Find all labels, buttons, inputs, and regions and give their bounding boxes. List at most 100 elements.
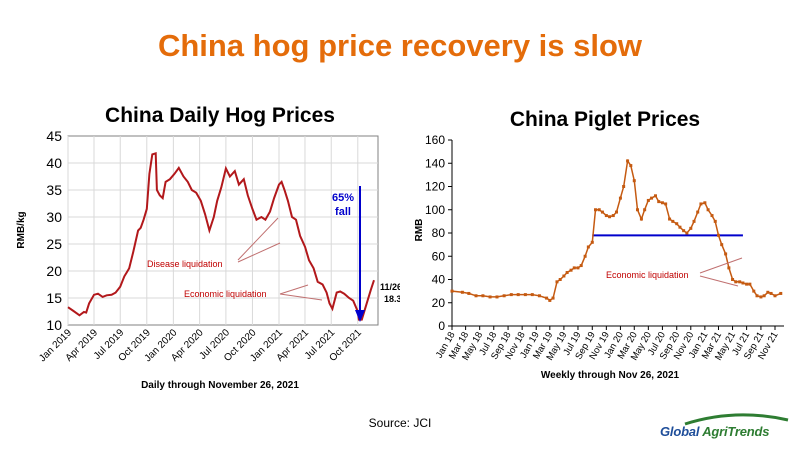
source-note: Source: JCI [368, 416, 432, 430]
hog-y-tick-label: 15 [46, 290, 62, 306]
piglet-data-point [731, 278, 735, 281]
piglet-data-point [650, 196, 654, 200]
piglet-data-point [755, 294, 759, 298]
piglet-data-point [516, 293, 520, 297]
piglet-data-point [555, 280, 559, 284]
piglet-data-point [572, 266, 576, 270]
piglet-data-point [716, 233, 720, 237]
piglet-x-axis-label: Weekly through Nov 26, 2021 [541, 370, 680, 381]
piglet-data-point [671, 219, 675, 223]
piglet-data-point [724, 252, 728, 256]
piglet-data-point [569, 268, 573, 272]
disease-liquidation-label: Disease liquidation [147, 259, 223, 269]
piglet-data-point [622, 185, 626, 188]
piglet-data-point [590, 240, 594, 244]
fall-word-label: fall [335, 206, 351, 218]
piglet-y-tick-label: 20 [432, 296, 446, 310]
piglet-data-point [752, 289, 756, 293]
piglet-data-point [565, 271, 569, 275]
piglet-data-point [629, 164, 633, 168]
piglet-data-point [668, 217, 672, 221]
piglet-data-point [611, 214, 615, 218]
piglet-y-tick-label: 160 [425, 133, 445, 147]
piglet-data-point [766, 290, 770, 294]
piglet-data-point [460, 290, 464, 294]
economic-arrow-hog-1 [279, 284, 309, 295]
disease-arrow-1 [237, 217, 279, 261]
fall-percent-label: 65% [332, 192, 354, 204]
piglet-y-tick-label: 140 [425, 156, 445, 170]
piglet-data-point [720, 243, 724, 247]
piglet-y-ticks: 0 20 40 60 80 100 120 140 160 [425, 133, 452, 333]
piglet-data-point [495, 295, 499, 299]
piglet-data-point [664, 202, 668, 206]
piglet-data-point [745, 282, 749, 286]
piglet-data-point [586, 245, 590, 249]
piglet-data-point [576, 266, 580, 270]
piglet-data-point [706, 208, 710, 212]
hog-gridlines [67, 136, 378, 325]
economic-arrow-hog-2 [279, 293, 323, 301]
piglet-data-point [727, 266, 731, 270]
piglet-data-point [604, 214, 608, 218]
piglet-data-point [734, 280, 738, 284]
hog-chart-title: China Daily Hog Prices [105, 104, 335, 127]
piglet-y-tick-label: 0 [438, 319, 445, 333]
piglet-data-point [583, 254, 587, 258]
economic-arrow-piglet-2 [699, 275, 739, 287]
logo-swoosh-icon [684, 413, 789, 426]
piglet-data-point [769, 291, 773, 295]
piglet-data-point [594, 208, 598, 212]
piglet-data-point [600, 210, 604, 214]
piglet-data-point [632, 179, 636, 183]
hog-price-line [67, 151, 375, 321]
piglet-data-point [678, 225, 682, 229]
piglet-data-point [773, 294, 777, 298]
logo-text-global: Global [660, 424, 703, 439]
piglet-data-point [675, 222, 679, 226]
piglet-data-point [653, 194, 657, 198]
piglet-data-point [488, 295, 492, 299]
hog-y-tick-label: 30 [46, 209, 62, 225]
hog-y-ticks: 10 15 20 25 30 35 40 45 [46, 128, 62, 333]
piglet-data-point [660, 201, 664, 205]
piglet-data-point [579, 264, 583, 268]
piglet-data-point [537, 294, 541, 298]
piglet-data-point [685, 231, 689, 235]
piglet-y-tick-label: 60 [432, 249, 446, 263]
hog-y-tick-label: 10 [46, 317, 62, 333]
piglet-y-tick-label: 40 [432, 273, 446, 287]
piglet-data-point [689, 226, 693, 230]
piglet-data-point [545, 296, 549, 300]
piglet-data-point [639, 217, 643, 221]
economic-liquidation-label-hog: Economic liquidation [184, 289, 267, 299]
piglet-chart-title: China Piglet Prices [509, 108, 701, 131]
last-value-label: 18.3 [384, 294, 400, 304]
piglet-data-point [682, 229, 686, 233]
last-date-label: 11/26 [380, 282, 400, 292]
piglet-data-point [657, 200, 661, 204]
hog-y-tick-label: 40 [46, 155, 62, 171]
piglet-y-tick-label: 120 [425, 180, 445, 194]
piglet-data-point [562, 274, 566, 278]
piglet-data-point [710, 214, 714, 218]
piglet-data-point [646, 198, 650, 202]
economic-liquidation-label-piglet: Economic liquidation [606, 270, 689, 280]
piglet-data-point [643, 208, 647, 212]
piglet-data-point [738, 280, 742, 284]
piglet-y-axis-label: RMB [414, 219, 425, 242]
piglet-data-point [450, 289, 454, 293]
piglet-price-markers [450, 159, 783, 302]
piglet-y-tick-label: 100 [425, 203, 445, 217]
piglet-data-point [530, 293, 534, 297]
piglet-data-point [467, 291, 471, 295]
piglet-data-point [548, 298, 552, 302]
piglet-data-point [692, 219, 696, 223]
piglet-data-point [502, 294, 506, 298]
piglet-data-point [551, 296, 555, 300]
piglet-data-point [509, 293, 513, 297]
hog-y-tick-label: 20 [46, 263, 62, 279]
hog-y-tick-label: 35 [46, 182, 62, 198]
